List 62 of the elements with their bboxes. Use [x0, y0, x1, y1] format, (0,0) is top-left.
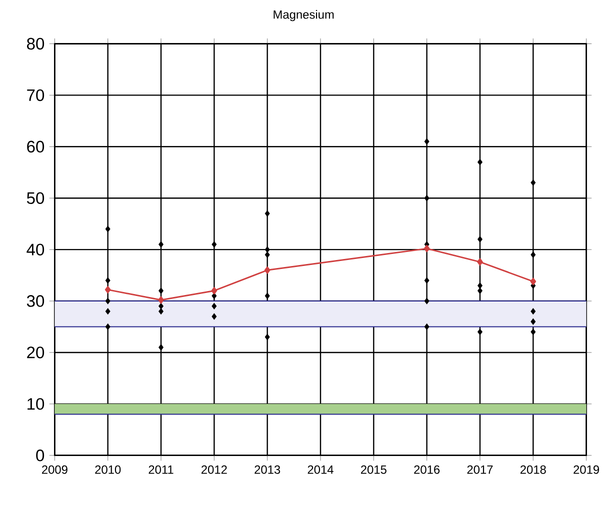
- point: [264, 334, 270, 340]
- point: [211, 287, 218, 294]
- y-tick-label: 0: [36, 450, 44, 462]
- point: [212, 302, 217, 310]
- point: [264, 210, 270, 217]
- point: [478, 288, 482, 294]
- x-tick-label: 2010: [95, 465, 121, 474]
- point: [530, 278, 536, 286]
- point: [477, 258, 483, 266]
- point: [212, 241, 217, 248]
- point: [158, 296, 164, 304]
- point: [105, 308, 110, 314]
- point: [424, 138, 430, 145]
- x-tick-label: 2011: [148, 465, 174, 474]
- point: [264, 266, 270, 274]
- x-tick-label: 2014: [308, 465, 334, 474]
- point: [104, 286, 111, 294]
- point: [478, 328, 482, 336]
- y-tick-label: 10: [28, 398, 44, 410]
- x-tick-label: 2019: [574, 465, 600, 474]
- point: [478, 158, 482, 166]
- point: [530, 308, 536, 314]
- point: [105, 298, 110, 304]
- point: [105, 277, 110, 284]
- point: [264, 292, 270, 300]
- point: [530, 328, 536, 336]
- point: [424, 244, 430, 252]
- y-tick-label: 60: [27, 140, 44, 153]
- x-tick-label: 2017: [467, 465, 493, 474]
- y-tick-label: 80: [27, 38, 44, 50]
- x-tick-label: 2016: [414, 465, 440, 474]
- y-tick-label: 30: [26, 295, 44, 307]
- y-tick-label: 40: [26, 244, 44, 256]
- point: [158, 344, 164, 350]
- point: [530, 179, 536, 186]
- y-tick-label: 70: [27, 89, 44, 102]
- x-tick-label: 2013: [254, 465, 280, 474]
- x-tick-label: 2012: [202, 465, 227, 474]
- point: [264, 252, 270, 258]
- point: [158, 302, 164, 310]
- point: [212, 313, 217, 320]
- point: [424, 298, 430, 304]
- point: [424, 277, 430, 284]
- point: [158, 288, 164, 294]
- point: [530, 252, 536, 258]
- y-tick-label: 50: [26, 192, 44, 204]
- point: [264, 246, 270, 253]
- point: [424, 194, 430, 202]
- point: [105, 324, 110, 330]
- point: [105, 226, 110, 232]
- point: [158, 241, 164, 248]
- point: [530, 318, 536, 325]
- point: [212, 292, 217, 300]
- point: [478, 236, 482, 242]
- x-tick-label: 2018: [520, 465, 546, 474]
- point: [424, 324, 430, 330]
- point: [158, 308, 164, 314]
- x-tick-label: 2009: [42, 465, 68, 474]
- chart-title: Magnesium: [274, 10, 334, 22]
- point: [478, 282, 482, 289]
- y-tick-label: 20: [27, 346, 44, 358]
- x-tick-label: 2015: [361, 465, 386, 474]
